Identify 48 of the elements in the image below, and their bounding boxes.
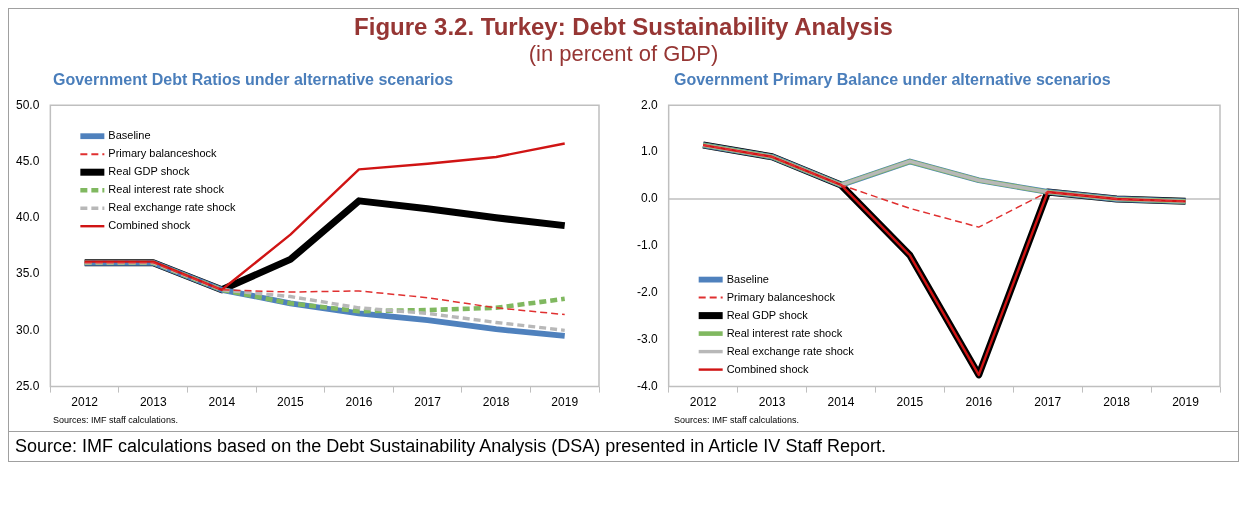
x-tick-label: 2019 — [551, 395, 579, 410]
x-tick-label: 2015 — [277, 395, 305, 410]
y-tick-label: 50.0 — [16, 97, 40, 112]
x-tick-label: 2019 — [1172, 395, 1200, 410]
x-tick-label: 2018 — [1103, 395, 1131, 410]
legend-label: Primary balanceshock — [108, 147, 218, 160]
legend-label: Primary balanceshock — [726, 290, 836, 303]
x-tick-label: 2013 — [758, 395, 786, 410]
x-tick-label: 2017 — [414, 395, 442, 410]
x-tick-label: 2015 — [896, 395, 924, 410]
source-note: Source: IMF calculations based on the Debt Sustainability Analysis (DSA) presented in Article IV Staff Report. — [9, 431, 1238, 461]
x-tick-label: 2013 — [139, 395, 167, 410]
x-tick-label: 2014 — [827, 395, 855, 410]
source-note: Sources: IMF staff calculations. — [52, 415, 179, 425]
y-tick-label: 25.0 — [16, 378, 40, 393]
y-tick-label: 2.0 — [640, 97, 658, 112]
legend-label: Real exchange rate shock — [108, 201, 237, 214]
legend-label: Real GDP shock — [726, 308, 809, 321]
y-tick-label: -4.0 — [636, 378, 658, 393]
chart-title: Government Primary Balance under alternative scenarios — [673, 71, 1112, 90]
text: (in percent of GDP) — [527, 41, 720, 67]
legend-label: Combined shock — [726, 362, 810, 375]
legend-label: Baseline — [108, 129, 151, 142]
x-tick-label: 2014 — [208, 395, 236, 410]
y-tick-label: -3.0 — [636, 332, 658, 347]
x-tick-label: 2016 — [965, 395, 993, 410]
y-tick-label: 0.0 — [640, 191, 658, 206]
y-tick-label: 1.0 — [640, 144, 658, 159]
chart-title: Government Debt Ratios under alternative scenarios — [52, 71, 455, 90]
legend-label: Real exchange rate shock — [726, 344, 855, 357]
legend-label: Combined shock — [108, 219, 191, 232]
legend-label: Real GDP shock — [108, 165, 190, 178]
y-tick-label: -2.0 — [636, 285, 658, 300]
legend-label: Real interest rate shock — [726, 326, 843, 339]
y-tick-label: 30.0 — [16, 322, 40, 337]
source-note: Sources: IMF staff calculations. — [673, 415, 800, 425]
legend-label: Real interest rate shock — [108, 183, 225, 196]
text: Figure 3.2. Turkey: Debt Sustainability Analysis — [353, 13, 894, 41]
y-tick-label: 40.0 — [16, 210, 40, 225]
x-tick-label: 2018 — [482, 395, 510, 410]
y-tick-label: 35.0 — [16, 266, 40, 281]
legend-label: Baseline — [726, 272, 769, 285]
x-tick-label: 2012 — [71, 395, 99, 410]
x-tick-label: 2016 — [345, 395, 373, 410]
y-tick-label: -1.0 — [636, 238, 658, 253]
x-tick-label: 2017 — [1034, 395, 1062, 410]
y-tick-label: 45.0 — [16, 153, 40, 168]
x-tick-label: 2012 — [689, 395, 717, 410]
